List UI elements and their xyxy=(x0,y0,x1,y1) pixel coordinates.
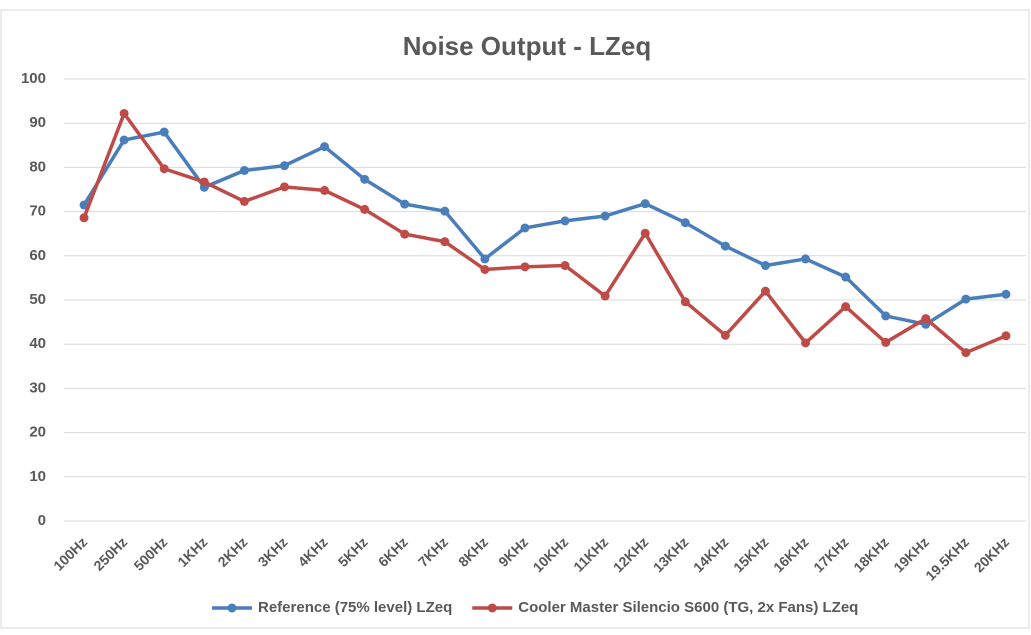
series-line xyxy=(82,109,1007,355)
data-point xyxy=(239,165,249,175)
y-tick-label: 80 xyxy=(29,158,46,175)
data-point xyxy=(159,164,169,174)
y-tick-label: 20 xyxy=(29,424,46,441)
data-point xyxy=(720,241,730,251)
data-point xyxy=(119,135,129,145)
data-point xyxy=(320,185,330,195)
data-point xyxy=(440,206,450,216)
data-point xyxy=(279,182,289,192)
data-point xyxy=(961,348,971,358)
legend-marker xyxy=(227,603,237,613)
data-point xyxy=(480,265,490,275)
data-point xyxy=(279,161,289,171)
data-point xyxy=(841,272,851,282)
data-point xyxy=(119,108,129,118)
data-point xyxy=(760,286,770,296)
data-point xyxy=(560,216,570,226)
data-point xyxy=(159,127,169,137)
data-point xyxy=(640,228,650,238)
legend-marker xyxy=(487,603,497,613)
data-point xyxy=(680,218,690,228)
chart-title: Noise Output - LZeq xyxy=(403,31,651,61)
data-point xyxy=(199,177,209,187)
data-point xyxy=(1001,289,1011,299)
data-point xyxy=(480,254,490,264)
data-point xyxy=(760,261,770,271)
y-tick-label: 0 xyxy=(38,512,46,529)
data-point xyxy=(801,254,811,264)
data-point xyxy=(520,262,530,272)
data-point xyxy=(600,291,610,301)
y-tick-label: 60 xyxy=(29,247,46,264)
data-point xyxy=(360,204,370,214)
y-tick-label: 50 xyxy=(29,291,46,308)
data-point xyxy=(921,314,931,324)
data-point xyxy=(560,261,570,271)
data-point xyxy=(881,311,891,321)
legend-label: Reference (75% level) LZeq xyxy=(258,599,452,616)
y-tick-label: 40 xyxy=(29,335,46,352)
data-point xyxy=(239,196,249,206)
data-point xyxy=(1001,331,1011,341)
data-point xyxy=(680,297,690,307)
data-point xyxy=(520,223,530,233)
data-point xyxy=(720,330,730,340)
data-point xyxy=(841,302,851,312)
data-point xyxy=(320,142,330,152)
y-tick-label: 70 xyxy=(29,203,46,220)
y-tick-label: 10 xyxy=(29,468,46,485)
y-tick-label: 100 xyxy=(21,70,46,87)
data-point xyxy=(640,199,650,209)
y-tick-label: 30 xyxy=(29,379,46,396)
legend-label: Cooler Master Silencio S600 (TG, 2x Fans… xyxy=(518,599,858,616)
data-point xyxy=(440,237,450,247)
data-point xyxy=(400,199,410,209)
y-tick-label: 90 xyxy=(29,114,46,131)
data-point xyxy=(961,294,971,304)
series-line xyxy=(82,130,1007,327)
data-point xyxy=(801,338,811,348)
data-point xyxy=(360,174,370,184)
chart-border xyxy=(0,9,1030,629)
data-point xyxy=(600,211,610,221)
data-point xyxy=(400,229,410,239)
data-point xyxy=(881,337,891,347)
data-point xyxy=(79,213,89,223)
